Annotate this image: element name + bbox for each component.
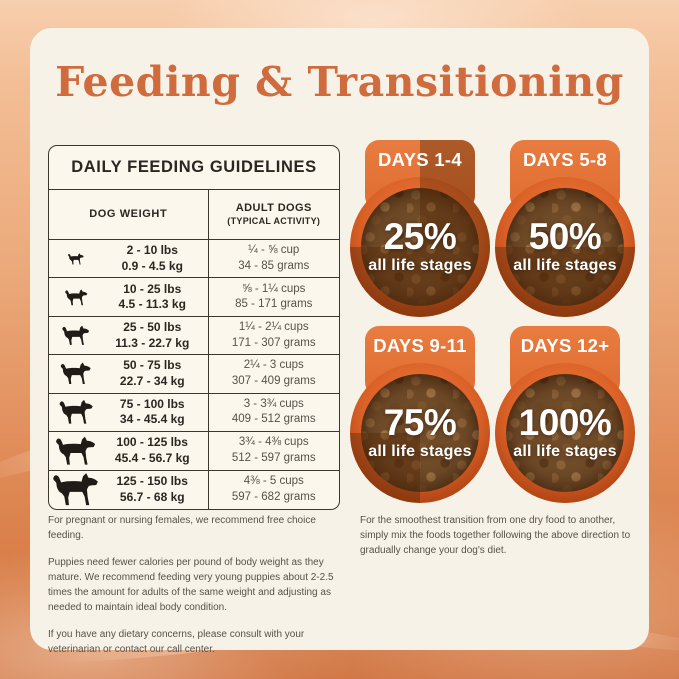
feeding-amount-cell: 3¾ - 4⅜ cups 512 - 597 grams	[209, 432, 340, 469]
transition-step: DAYS 12+ 100% all life stages	[495, 326, 635, 503]
weight-lbs: 75 - 100 lbs	[119, 396, 185, 411]
dog-weight-cell: 100 - 125 lbs 45.4 - 56.7 kg	[49, 432, 209, 470]
bowl-shade-overlay	[350, 177, 490, 317]
transition-step: DAYS 5-8 50% all life stages	[495, 140, 635, 317]
kibble-texture	[361, 374, 479, 492]
amount-grams: 597 - 682 grams	[231, 490, 316, 503]
amount-cups: 4⅜ - 5 cups	[243, 475, 304, 488]
bowl-shade-overlay	[495, 363, 635, 503]
kibble-texture	[506, 188, 624, 306]
table-row: 2 - 10 lbs 0.9 - 4.5 kg ¼ - ⅝ cup 34 - 8…	[49, 240, 340, 279]
weight-kg: 22.7 - 34 kg	[119, 373, 185, 388]
amount-grams: 34 - 85 grams	[238, 259, 310, 272]
dog-icon	[49, 362, 103, 385]
weight-lbs: 10 - 25 lbs	[123, 281, 182, 296]
table-row: 10 - 25 lbs 4.5 - 11.3 kg ⅝ - 1¼ cups 85…	[49, 278, 340, 317]
feeding-amount-cell: 1¼ - 2¼ cups 171 - 307 grams	[209, 317, 340, 354]
dog-weight-cell: 75 - 100 lbs 34 - 45.4 kg	[49, 393, 209, 432]
column-header-adult-dogs-label: ADULT DOGS	[235, 202, 312, 214]
amount-grams: 307 - 409 grams	[231, 374, 316, 387]
transition-step: DAYS 1-4 25% all life stages	[350, 140, 490, 317]
weight-kg: 56.7 - 68 kg	[119, 489, 185, 504]
note-puppies: Puppies need fewer calories per pound of…	[48, 557, 334, 613]
note-dietary-concerns: If you have any dietary concerns, please…	[48, 629, 305, 655]
transition-bowls-grid: DAYS 1-4 25% all life stages DAYS 5-8 50…	[350, 140, 635, 503]
weight-lbs: 2 - 10 lbs	[126, 243, 178, 258]
table-row: 100 - 125 lbs 45.4 - 56.7 kg 3¾ - 4⅜ cup…	[49, 432, 340, 471]
days-label: DAYS 9-11	[373, 335, 467, 356]
table-row: 25 - 50 lbs 11.3 - 22.7 kg 1¼ - 2¼ cups …	[49, 316, 340, 356]
dog-weight-cell: 2 - 10 lbs 0.9 - 4.5 kg	[49, 240, 209, 278]
feeding-amount-cell: 3 - 3¾ cups 409 - 512 grams	[209, 394, 340, 431]
feeding-notes: For pregnant or nursing females, we reco…	[48, 513, 336, 669]
amount-cups: ¼ - ⅝ cup	[248, 244, 300, 257]
weight-lbs: 125 - 150 lbs	[116, 474, 188, 489]
table-header-row: DOG WEIGHT ADULT DOGS (TYPICAL ACTIVITY)	[49, 190, 339, 240]
transition-notes: For the smoothest transition from one dr…	[360, 513, 644, 570]
daily-feeding-guidelines-table: DAILY FEEDING GUIDELINES DOG WEIGHT ADUL…	[48, 145, 340, 510]
kibble-texture	[361, 188, 479, 306]
table-title: DAILY FEEDING GUIDELINES	[49, 146, 339, 190]
amount-grams: 85 - 171 grams	[235, 298, 313, 311]
dog-icon	[49, 472, 103, 507]
amount-grams: 171 - 307 grams	[231, 336, 316, 349]
dog-weight-cell: 10 - 25 lbs 4.5 - 11.3 kg	[49, 278, 209, 316]
note-pregnant-females: For pregnant or nursing females, we reco…	[48, 515, 316, 541]
weight-kg: 34 - 45.4 kg	[119, 412, 185, 427]
bowl-shade-overlay	[495, 177, 635, 317]
transition-step: DAYS 9-11 75% all life stages	[350, 326, 490, 503]
weight-kg: 11.3 - 22.7 kg	[115, 335, 190, 350]
weight-lbs: 25 - 50 lbs	[123, 319, 182, 334]
weight-lbs: 50 - 75 lbs	[123, 358, 182, 373]
dog-weight-cell: 25 - 50 lbs 11.3 - 22.7 kg	[49, 316, 209, 355]
bowl-shade-overlay	[350, 363, 490, 503]
dog-food-bowl: 50% all life stages	[495, 177, 635, 317]
dog-weight-cell: 125 - 150 lbs 56.7 - 68 kg	[49, 470, 209, 509]
amount-cups: 3¾ - 4⅜ cups	[238, 436, 309, 449]
dog-food-bowl: 75% all life stages	[350, 363, 490, 503]
weight-range: 50 - 75 lbs 22.7 - 34 kg	[103, 358, 208, 389]
kibble-texture	[506, 374, 624, 492]
weight-range: 2 - 10 lbs 0.9 - 4.5 kg	[103, 243, 208, 274]
column-header-adult-dogs: ADULT DOGS (TYPICAL ACTIVITY)	[209, 190, 340, 239]
page-title: Feeding & Transitioning	[55, 58, 624, 106]
note-transition: For the smoothest transition from one dr…	[360, 515, 631, 556]
dog-weight-cell: 50 - 75 lbs 22.7 - 34 kg	[49, 355, 209, 393]
weight-range: 10 - 25 lbs 4.5 - 11.3 kg	[103, 282, 208, 313]
dog-icon	[49, 399, 103, 425]
table-row: 125 - 150 lbs 56.7 - 68 kg 4⅜ - 5 cups 5…	[49, 470, 340, 509]
weight-range: 125 - 150 lbs 56.7 - 68 kg	[103, 474, 208, 505]
weight-range: 100 - 125 lbs 45.4 - 56.7 kg	[103, 435, 208, 466]
table-row: 50 - 75 lbs 22.7 - 34 kg 2¼ - 3 cups 307…	[49, 355, 340, 394]
dog-icon	[49, 289, 103, 306]
amount-grams: 512 - 597 grams	[231, 451, 316, 464]
dog-icon	[49, 252, 103, 265]
infographic-card: Feeding & Transitioning DAILY FEEDING GU…	[30, 28, 649, 655]
weight-kg: 45.4 - 56.7 kg	[114, 450, 190, 465]
feeding-amount-cell: 4⅜ - 5 cups 597 - 682 grams	[209, 471, 340, 509]
column-header-typical-activity: (TYPICAL ACTIVITY)	[227, 215, 321, 226]
feeding-amount-cell: 2¼ - 3 cups 307 - 409 grams	[209, 355, 340, 392]
days-label: DAYS 12+	[520, 335, 610, 356]
weight-range: 25 - 50 lbs 11.3 - 22.7 kg	[103, 320, 208, 351]
weight-kg: 0.9 - 4.5 kg	[121, 258, 183, 273]
weight-lbs: 100 - 125 lbs	[116, 435, 188, 450]
column-header-dog-weight: DOG WEIGHT	[49, 190, 209, 239]
amount-cups: 3 - 3¾ cups	[243, 397, 304, 410]
dog-icon	[49, 436, 103, 466]
dog-food-bowl: 100% all life stages	[495, 363, 635, 503]
amount-cups: 1¼ - 2¼ cups	[238, 321, 309, 334]
table-row: 75 - 100 lbs 34 - 45.4 kg 3 - 3¾ cups 40…	[49, 393, 340, 433]
weight-range: 75 - 100 lbs 34 - 45.4 kg	[103, 397, 208, 428]
feeding-amount-cell: ⅝ - 1¼ cups 85 - 171 grams	[209, 278, 340, 315]
amount-grams: 409 - 512 grams	[231, 413, 316, 426]
weight-kg: 4.5 - 11.3 kg	[118, 297, 186, 312]
amount-cups: ⅝ - 1¼ cups	[242, 282, 306, 295]
feeding-amount-cell: ¼ - ⅝ cup 34 - 85 grams	[209, 240, 340, 277]
days-label: DAYS 5-8	[523, 149, 607, 170]
days-label: DAYS 1-4	[378, 149, 462, 170]
dog-icon	[49, 325, 103, 346]
dog-food-bowl: 25% all life stages	[350, 177, 490, 317]
amount-cups: 2¼ - 3 cups	[243, 359, 304, 372]
